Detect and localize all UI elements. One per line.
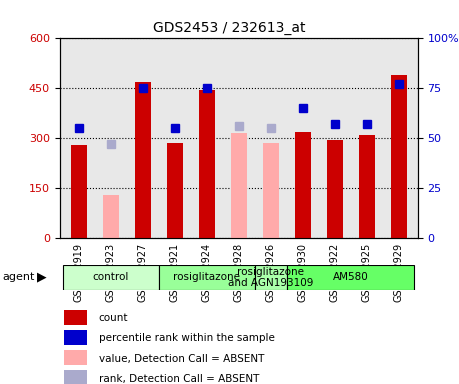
FancyBboxPatch shape — [63, 265, 159, 290]
Bar — [167, 143, 183, 238]
Text: control: control — [93, 272, 129, 283]
Bar — [135, 82, 151, 238]
Bar — [358, 135, 375, 238]
Bar — [199, 90, 215, 238]
Text: rosiglitazone
and AGN193109: rosiglitazone and AGN193109 — [228, 266, 313, 288]
Text: count: count — [99, 313, 128, 323]
Bar — [71, 145, 87, 238]
Bar — [295, 132, 311, 238]
Bar — [231, 133, 246, 238]
Text: value, Detection Call = ABSENT: value, Detection Call = ABSENT — [99, 354, 264, 364]
Text: rosiglitazone: rosiglitazone — [173, 272, 240, 283]
Text: AM580: AM580 — [333, 272, 369, 283]
Text: ▶: ▶ — [37, 271, 46, 284]
FancyBboxPatch shape — [286, 265, 414, 290]
FancyBboxPatch shape — [159, 265, 255, 290]
FancyBboxPatch shape — [255, 265, 286, 290]
Bar — [63, 350, 87, 366]
Bar — [63, 310, 87, 325]
Bar — [63, 371, 87, 384]
Bar — [103, 195, 119, 238]
Bar — [391, 75, 407, 238]
Bar — [327, 140, 342, 238]
Text: rank, Detection Call = ABSENT: rank, Detection Call = ABSENT — [99, 374, 259, 384]
Bar — [63, 330, 87, 345]
Text: percentile rank within the sample: percentile rank within the sample — [99, 333, 274, 343]
Text: GDS2453 / 232613_at: GDS2453 / 232613_at — [153, 21, 306, 35]
Bar — [263, 143, 279, 238]
Text: agent: agent — [2, 272, 35, 282]
